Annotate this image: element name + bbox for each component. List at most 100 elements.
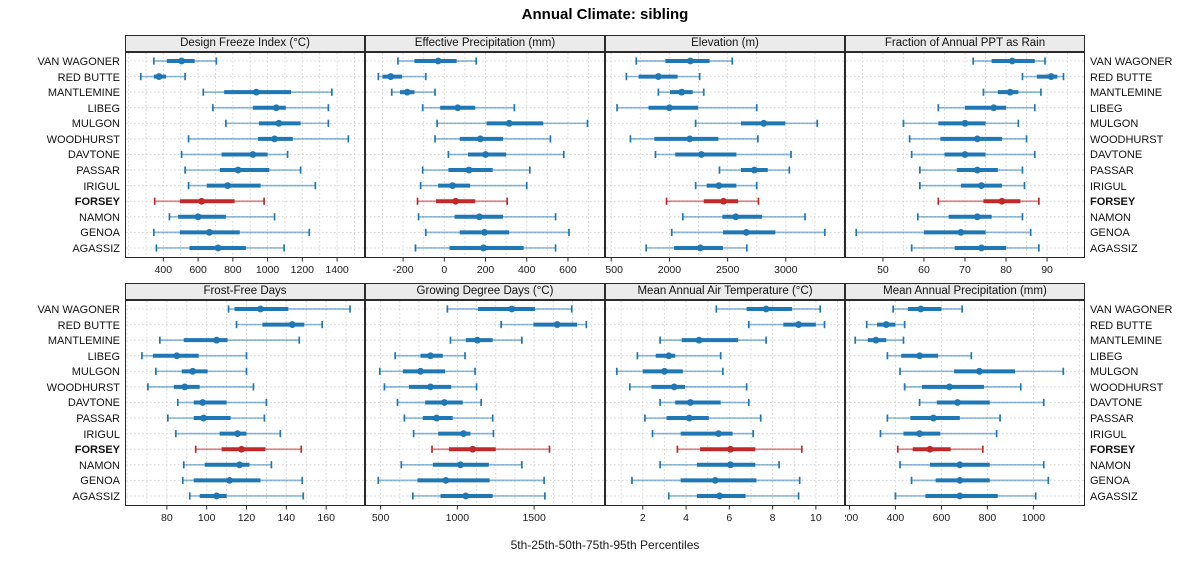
median-dot [442, 476, 450, 484]
station-label-right-namon: NAMON [1090, 211, 1131, 224]
series-row [180, 150, 289, 159]
median-dot [238, 445, 245, 453]
median-dot [465, 166, 473, 174]
median-dot [916, 352, 923, 360]
series-row [937, 197, 1040, 205]
median-dot [978, 244, 985, 252]
series-row [202, 88, 333, 96]
station-label-right-forsey: FORSEY [1090, 444, 1136, 457]
panel-frame [845, 52, 1085, 258]
series-row [865, 320, 906, 329]
median-dot [469, 445, 477, 453]
tick-label: 80 [1000, 264, 1012, 276]
series-row [654, 150, 792, 159]
station-label-right-libeg: LIBEG [1090, 102, 1123, 115]
panel-header-4: Frost-Free Days [125, 283, 365, 300]
panel-plot-2: 1500 2000 2500 3000 [605, 52, 845, 276]
median-dot [978, 182, 985, 190]
series-row [447, 150, 565, 159]
station-label-left-forsey: FORSEY [74, 196, 120, 209]
median-dot [665, 352, 673, 360]
station-label-left-agassiz: AGASSIZ [72, 242, 120, 255]
tick-label: 1500 [522, 512, 546, 524]
median-dot [686, 135, 694, 143]
median-dot [508, 305, 516, 313]
panel-plot-5: 500 1000 1500 [365, 300, 605, 524]
median-dot [715, 430, 722, 438]
series-row [616, 104, 758, 112]
panel-frame [365, 300, 605, 506]
median-dot [403, 88, 411, 96]
series-row [715, 305, 822, 313]
series-row [235, 320, 324, 329]
median-dot [194, 213, 202, 221]
median-dot [742, 228, 750, 236]
series-row [155, 367, 248, 375]
station-label-left-irigul: IRIGUL [83, 428, 120, 441]
series-row [176, 398, 268, 407]
series-row [910, 476, 1050, 484]
station-label-right-van-wagoner: VAN WAGONER [1090, 304, 1173, 316]
tick-label: 600 [559, 264, 577, 276]
series-row [937, 104, 1036, 112]
station-label-left-red-butte: RED BUTTE [57, 71, 120, 84]
series-row [982, 88, 1042, 96]
series-row [903, 383, 1022, 391]
median-dot [460, 430, 467, 438]
series-row [212, 104, 330, 112]
median-dot [666, 104, 673, 112]
series-row [411, 492, 546, 500]
panel-frame [845, 300, 1085, 506]
median-dot [234, 430, 241, 438]
series-row [153, 197, 265, 205]
station-label-right-mulgon: MULGON [1090, 366, 1139, 379]
series-row [383, 383, 478, 391]
series-row [500, 320, 588, 329]
station-label-right-davtone: DAVTONE [1090, 149, 1143, 162]
series-row [225, 119, 330, 127]
station-label-left-davtone: DAVTONE [67, 397, 120, 410]
median-dot [1006, 88, 1014, 96]
median-dot [698, 151, 705, 158]
median-dot [173, 352, 181, 360]
series-row [449, 336, 523, 344]
panel-plot-7: 200 400 600 800 1000 [845, 300, 1085, 524]
station-label-right-irigul: IRIGUL [1090, 180, 1127, 193]
tick-label: 70 [959, 264, 971, 276]
series-row [879, 430, 998, 438]
panel-frame [125, 300, 365, 506]
series-row [916, 213, 1024, 221]
median-dot [762, 305, 770, 313]
series-row [419, 182, 528, 190]
tick-label: 10 [810, 512, 822, 524]
series-row [636, 352, 722, 360]
tick-label: 400 [887, 512, 905, 524]
station-label-right-mantlemine: MANTLEMINE [1090, 87, 1163, 100]
median-dot [213, 492, 221, 500]
series-row [187, 182, 317, 190]
median-dot [956, 492, 964, 500]
series-row [896, 445, 984, 453]
series-row [651, 430, 754, 438]
median-dot [155, 73, 163, 80]
series-row [659, 461, 780, 469]
panel-frame [125, 52, 365, 258]
series-row [152, 228, 311, 236]
median-dot [480, 244, 487, 252]
series-row [665, 197, 760, 205]
series-row [625, 72, 701, 81]
median-dot [199, 399, 207, 406]
station-label-right-mulgon: MULGON [1090, 118, 1139, 131]
median-dot [473, 336, 481, 344]
median-dot [990, 104, 998, 112]
tick-label: 1000 [446, 512, 470, 524]
series-row [188, 492, 305, 500]
station-label-right-libeg: LIBEG [1090, 350, 1123, 363]
station-label-left-irigul: IRIGUL [83, 180, 120, 193]
median-dot [252, 88, 260, 96]
series-row [431, 445, 551, 453]
median-dot [973, 166, 981, 174]
chart-title: Annual Climate: sibling [521, 6, 689, 23]
median-dot [916, 430, 923, 438]
